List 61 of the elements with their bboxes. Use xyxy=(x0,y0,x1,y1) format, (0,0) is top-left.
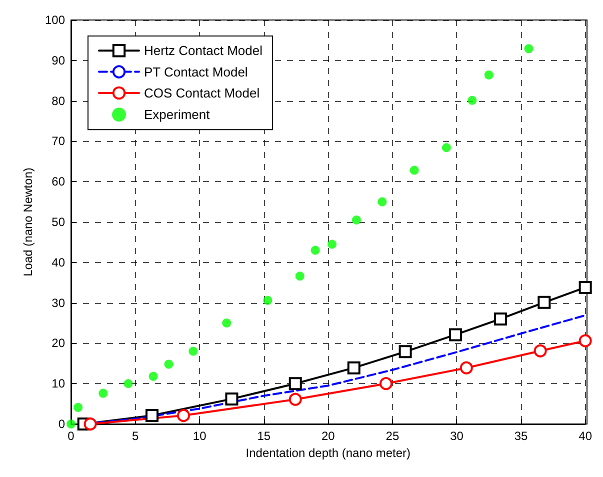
point xyxy=(328,240,337,249)
point xyxy=(538,296,551,309)
point xyxy=(352,215,361,224)
point xyxy=(448,328,462,342)
point xyxy=(74,402,83,412)
point xyxy=(578,280,592,294)
point xyxy=(98,388,108,398)
point xyxy=(534,344,547,358)
legend-label: Experiment xyxy=(144,107,210,122)
point xyxy=(295,272,304,281)
point xyxy=(222,318,232,328)
point xyxy=(164,360,174,369)
point xyxy=(398,345,412,358)
y-axis-title: Load (nano Newton) xyxy=(21,168,36,276)
x-tick-label: 40 xyxy=(578,429,592,443)
y-tick-label: 0 xyxy=(58,417,66,431)
y-tick-label: 60 xyxy=(52,174,66,189)
x-tick-label: 30 xyxy=(450,429,464,443)
y-tick-label: 50 xyxy=(52,215,66,229)
x-tick-label: 0 xyxy=(68,429,75,443)
point xyxy=(378,197,387,206)
point xyxy=(177,409,190,422)
point xyxy=(410,166,419,175)
point xyxy=(288,377,302,390)
point xyxy=(468,96,477,105)
x-tick-label: 5 xyxy=(132,429,139,443)
x-axis-title: Indentation depth (nano meter) xyxy=(246,446,411,460)
point xyxy=(442,143,451,152)
point xyxy=(460,361,473,374)
point xyxy=(263,296,272,305)
point xyxy=(225,392,238,406)
point xyxy=(188,346,198,356)
y-tick-label: 80 xyxy=(52,94,66,108)
y-tick-label: 100 xyxy=(44,13,66,27)
x-tick-label: 10 xyxy=(192,429,207,443)
point xyxy=(124,379,133,388)
point xyxy=(380,377,393,390)
y-tick-label: 90 xyxy=(52,53,66,68)
point xyxy=(288,392,302,406)
point xyxy=(578,334,592,348)
x-tick-label: 35 xyxy=(514,429,528,443)
point xyxy=(84,418,97,430)
point xyxy=(524,44,534,54)
point xyxy=(484,70,494,80)
y-tick-label: 20 xyxy=(52,336,66,350)
point xyxy=(494,312,507,326)
x-tick-label: 25 xyxy=(386,429,400,443)
legend-label: PT Contact Model xyxy=(144,64,248,80)
legend-label: COS Contact Model xyxy=(144,86,260,100)
x-tick-label: 20 xyxy=(321,429,336,443)
point xyxy=(347,361,360,374)
y-tick-label: 40 xyxy=(52,255,66,270)
y-tick-label: 10 xyxy=(52,376,66,391)
y-tick-label: 30 xyxy=(52,296,66,310)
x-tick-label: 15 xyxy=(257,429,271,443)
point xyxy=(148,372,158,381)
legend-label: Hertz Contact Model xyxy=(144,43,263,58)
y-tick-label: 70 xyxy=(52,134,66,148)
point xyxy=(310,246,320,255)
point xyxy=(146,409,159,422)
point xyxy=(66,420,76,428)
